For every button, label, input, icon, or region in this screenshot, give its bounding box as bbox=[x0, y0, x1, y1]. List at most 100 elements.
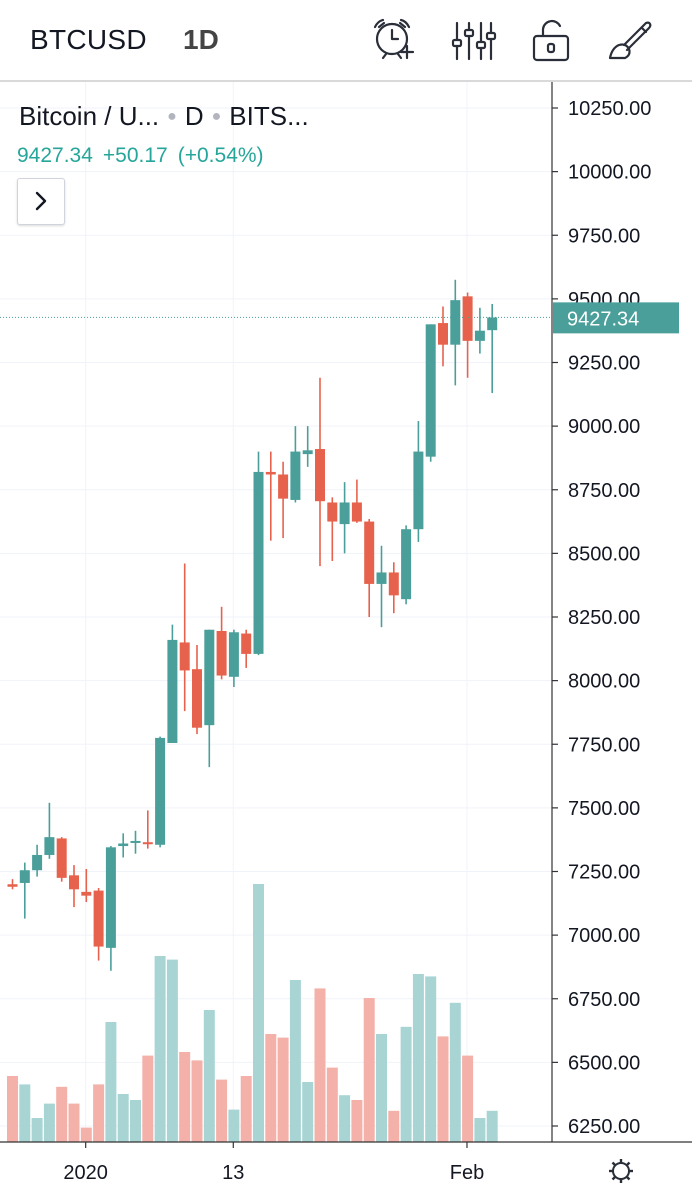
candle-body bbox=[32, 854, 43, 871]
volume-bar bbox=[142, 1055, 154, 1142]
settings-gear-icon[interactable] bbox=[609, 1159, 633, 1183]
legend-expand-button[interactable] bbox=[17, 178, 65, 225]
legend-symbol-name: Bitcoin / U... bbox=[19, 101, 160, 131]
volume-bar bbox=[486, 1110, 498, 1142]
price-axis-label: 9250.00 bbox=[568, 353, 640, 375]
brush-icon bbox=[608, 21, 652, 60]
candle-body bbox=[327, 502, 338, 522]
volume-bar bbox=[289, 980, 301, 1142]
volume-bar bbox=[449, 1002, 461, 1142]
candle-body bbox=[265, 471, 276, 475]
price-axis-label: 7750.00 bbox=[568, 734, 640, 756]
volume-bar bbox=[437, 1036, 449, 1142]
interval-selector[interactable]: 1D bbox=[183, 24, 219, 55]
volume-bar bbox=[265, 1034, 277, 1142]
candle-body bbox=[315, 449, 325, 502]
volume-bar bbox=[191, 1060, 203, 1142]
time-axis-label: 13 bbox=[222, 1162, 244, 1184]
volume-bar bbox=[154, 956, 166, 1142]
volume-bar bbox=[240, 1076, 252, 1142]
candle-body bbox=[474, 330, 485, 341]
candle-body bbox=[290, 451, 301, 500]
candle-body bbox=[462, 296, 473, 341]
candle-body bbox=[241, 633, 252, 654]
candle-body bbox=[179, 642, 190, 671]
volume-bar bbox=[388, 1110, 400, 1142]
candle-body bbox=[130, 840, 141, 843]
volume-bar bbox=[203, 1010, 215, 1142]
price-axis-label: 7250.00 bbox=[568, 862, 640, 884]
volume-bar bbox=[425, 976, 437, 1142]
time-axis-label: Feb bbox=[450, 1162, 484, 1184]
volume-bar bbox=[56, 1086, 68, 1142]
legend-separator: ● bbox=[167, 108, 177, 125]
candle-body bbox=[56, 838, 67, 878]
candle-body bbox=[253, 471, 264, 654]
brush-button[interactable] bbox=[606, 16, 656, 66]
volume-bar bbox=[339, 1095, 351, 1142]
gear-tooth bbox=[625, 1175, 631, 1181]
volume-bar bbox=[314, 988, 326, 1142]
current-price-label-box bbox=[553, 302, 679, 334]
volume-bar bbox=[277, 1037, 289, 1142]
chart-area[interactable]: 6250.00 6500.00 6750.00 7000.00 7250.00 7500.… bbox=[0, 82, 692, 1200]
candle-body bbox=[204, 629, 215, 726]
price-axis-label: 8750.00 bbox=[568, 480, 640, 502]
candle-body bbox=[450, 300, 461, 345]
symbol-selector[interactable]: BTCUSD bbox=[30, 24, 147, 55]
price-axis-label: 7500.00 bbox=[568, 798, 640, 820]
volume-bar bbox=[302, 1082, 314, 1142]
candle-body bbox=[155, 737, 166, 845]
time-axis bbox=[0, 1142, 692, 1200]
candle-body bbox=[118, 843, 129, 847]
legend-change: +50.17 bbox=[102, 144, 168, 167]
alarm-add-icon bbox=[373, 18, 415, 60]
candle-body bbox=[7, 884, 18, 887]
candle-body bbox=[302, 450, 313, 455]
price-axis-label: 6750.00 bbox=[568, 989, 640, 1011]
gear-tooth bbox=[611, 1161, 617, 1167]
candle-body bbox=[19, 870, 30, 883]
price-axis-label: 9750.00 bbox=[568, 225, 640, 247]
candle-body bbox=[216, 630, 227, 676]
price-axis-label: 8000.00 bbox=[568, 671, 640, 693]
volume-bar bbox=[93, 1084, 105, 1142]
legend-change-pct: (+0.54%) bbox=[177, 144, 264, 167]
volume-bar bbox=[351, 1100, 363, 1142]
volume-bar bbox=[105, 1022, 117, 1142]
volume-bar bbox=[474, 1118, 486, 1142]
price-axis-label: 9000.00 bbox=[568, 416, 640, 438]
volume-bar bbox=[43, 1103, 55, 1142]
legend-last-price: 9427.34 bbox=[17, 144, 93, 167]
alarm-add-button[interactable] bbox=[369, 16, 419, 66]
current-price-label: 9427.34 bbox=[567, 308, 639, 330]
gear-tooth bbox=[611, 1175, 617, 1181]
lock-icon bbox=[532, 19, 570, 62]
price-axis-label: 8250.00 bbox=[568, 607, 640, 629]
price-axis-label: 6250.00 bbox=[568, 1116, 640, 1138]
candle-body bbox=[438, 323, 448, 345]
volume-bar bbox=[19, 1084, 31, 1142]
price-axis-label: 6500.00 bbox=[568, 1052, 640, 1074]
candle-body bbox=[69, 875, 79, 890]
candle-body bbox=[413, 451, 424, 530]
gear-tooth bbox=[625, 1161, 631, 1167]
indicators-button[interactable] bbox=[448, 16, 498, 66]
legend-separator: ● bbox=[211, 108, 222, 125]
candlestick-chart[interactable]: 6250.00 6500.00 6750.00 7000.00 7250.00 7500.… bbox=[0, 82, 692, 1200]
candle-body bbox=[44, 837, 55, 855]
volume-bar bbox=[412, 974, 424, 1142]
volume-bar bbox=[400, 1026, 412, 1142]
lock-button[interactable] bbox=[527, 16, 577, 66]
volume-bar bbox=[130, 1100, 141, 1142]
candle-body bbox=[425, 324, 436, 457]
top-toolbar: BTCUSD 1D bbox=[0, 0, 692, 82]
price-axis-label: 8500.00 bbox=[568, 543, 640, 565]
volume-bar bbox=[228, 1109, 240, 1142]
candle-body bbox=[351, 502, 362, 522]
candle-body bbox=[228, 632, 239, 677]
price-axis-label: 10000.00 bbox=[568, 162, 651, 184]
candle-body bbox=[388, 572, 399, 596]
legend-values-row: 9427.34 +50.17 (+0.54%) bbox=[17, 144, 274, 168]
time-axis-label: 2020 bbox=[63, 1162, 108, 1184]
